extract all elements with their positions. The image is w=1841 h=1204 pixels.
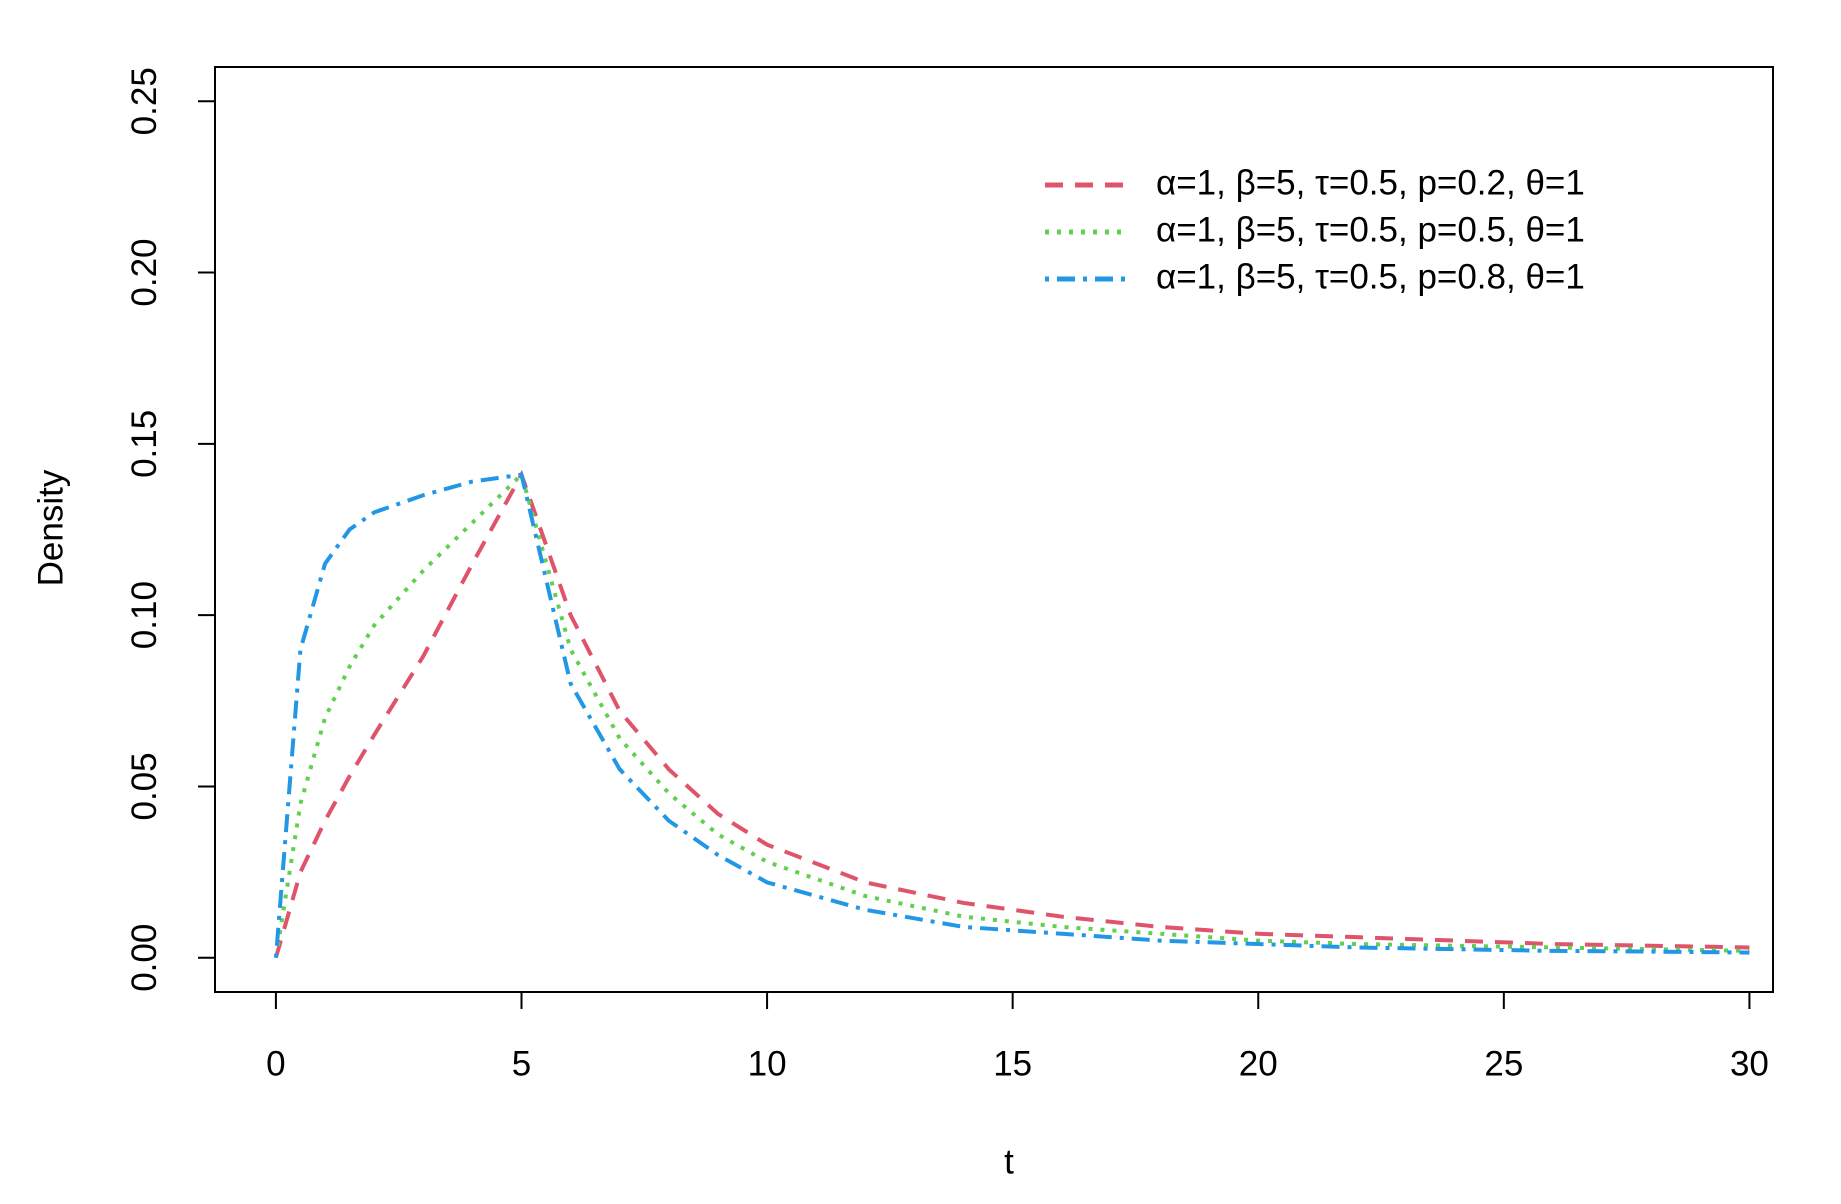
x-axis-title: t [1004, 1142, 1014, 1181]
x-tick-label: 5 [512, 1044, 531, 1083]
y-tick-label: 0.10 [125, 581, 164, 649]
y-tick-label: 0.00 [125, 924, 164, 992]
x-tick-label: 0 [266, 1044, 285, 1083]
legend-label: α=1, β=5, τ=0.5, p=0.5, θ=1 [1156, 210, 1585, 249]
data-line [273, 472, 1750, 958]
x-tick-label: 20 [1239, 1044, 1278, 1083]
y-axis-title: Density [31, 469, 70, 586]
x-tick-label: 30 [1730, 1044, 1769, 1083]
y-tick-label: 0.15 [125, 410, 164, 478]
y-tick-label: 0.20 [125, 238, 164, 306]
plot-frame [214, 66, 1774, 993]
x-tick-label: 15 [993, 1044, 1032, 1083]
legend-label: α=1, β=5, τ=0.5, p=0.8, θ=1 [1156, 257, 1585, 296]
y-tick-label: 0.25 [125, 67, 164, 135]
legend-label: α=1, β=5, τ=0.5, p=0.2, θ=1 [1156, 163, 1585, 202]
data-line [273, 470, 1750, 959]
x-tick-label: 10 [748, 1044, 787, 1083]
data-line [273, 469, 1750, 959]
x-tick-label: 25 [1484, 1044, 1523, 1083]
y-tick-label: 0.05 [125, 752, 164, 820]
